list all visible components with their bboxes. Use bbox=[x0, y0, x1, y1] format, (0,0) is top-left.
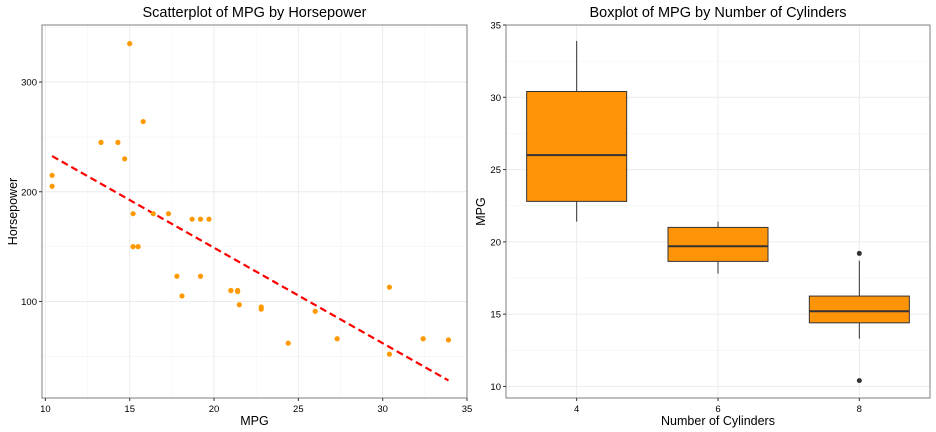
y-tick-label: 20 bbox=[490, 237, 501, 248]
scatter-chart: 10 15 20 25 30 35 100 200 300 Scatterplot of MPG … bbox=[6, 5, 472, 428]
x-tick-label: 8 bbox=[857, 404, 862, 415]
box-cyl-8 bbox=[808, 295, 910, 324]
data-point bbox=[386, 351, 393, 357]
trend-line bbox=[51, 155, 449, 382]
data-point bbox=[189, 216, 195, 222]
y-tick-label: 200 bbox=[21, 187, 37, 198]
data-point bbox=[98, 139, 104, 145]
y-axis-title: MPG bbox=[474, 197, 488, 225]
data-point bbox=[165, 211, 172, 217]
y-tick-label: 10 bbox=[490, 382, 501, 393]
data-point bbox=[228, 287, 234, 294]
chart-title: Scatterplot of MPG by Horsepower bbox=[142, 5, 366, 21]
data-point bbox=[130, 211, 136, 217]
box-cyl-6 bbox=[667, 226, 769, 262]
box-cyl-4 bbox=[526, 91, 628, 202]
y-axis-title: Horsepower bbox=[6, 178, 20, 245]
data-point bbox=[115, 139, 121, 145]
outlier-point bbox=[856, 250, 862, 256]
x-axis-title: MPG bbox=[240, 414, 268, 428]
x-tick-label: 35 bbox=[462, 404, 473, 415]
data-point bbox=[197, 216, 204, 222]
data-point bbox=[135, 244, 141, 250]
data-point bbox=[127, 41, 133, 47]
data-point bbox=[236, 302, 242, 308]
data-point bbox=[312, 308, 318, 314]
data-point bbox=[258, 304, 264, 310]
boxplot-chart: 4 6 8 10 15 20 25 30 35 Boxplot of MPG by Number … bbox=[474, 5, 931, 428]
data-point bbox=[386, 284, 393, 290]
data-point bbox=[235, 288, 241, 295]
y-tick-label: 25 bbox=[490, 165, 501, 176]
data-point bbox=[49, 183, 55, 189]
data-point bbox=[179, 293, 185, 299]
data-point bbox=[140, 118, 146, 125]
panel-border bbox=[41, 24, 468, 399]
x-tick-label: 30 bbox=[377, 404, 388, 415]
x-tick-label: 10 bbox=[40, 404, 51, 415]
x-tick-label: 15 bbox=[124, 404, 135, 415]
y-tick-label: 15 bbox=[490, 310, 501, 321]
data-point bbox=[420, 336, 426, 342]
y-tick-label: 100 bbox=[21, 297, 37, 308]
data-point bbox=[174, 273, 180, 279]
data-point bbox=[150, 211, 156, 217]
data-point bbox=[206, 216, 212, 222]
data-point bbox=[445, 337, 452, 343]
x-tick-label: 6 bbox=[715, 404, 720, 415]
data-point bbox=[130, 244, 136, 250]
data-point bbox=[49, 172, 55, 178]
data-point bbox=[122, 156, 128, 162]
data-point bbox=[197, 273, 204, 279]
x-tick-label: 4 bbox=[574, 404, 579, 415]
y-tick-label: 35 bbox=[490, 21, 501, 32]
y-tick-label: 30 bbox=[490, 93, 501, 104]
x-axis-title: Number of Cylinders bbox=[661, 414, 775, 428]
data-point bbox=[285, 340, 291, 346]
x-tick-label: 25 bbox=[293, 404, 304, 415]
y-tick-label: 300 bbox=[21, 78, 37, 89]
x-tick-label: 20 bbox=[209, 404, 220, 415]
outlier-point bbox=[856, 378, 862, 384]
data-point bbox=[334, 336, 340, 342]
chart-title: Boxplot of MPG by Number of Cylinders bbox=[589, 5, 846, 21]
